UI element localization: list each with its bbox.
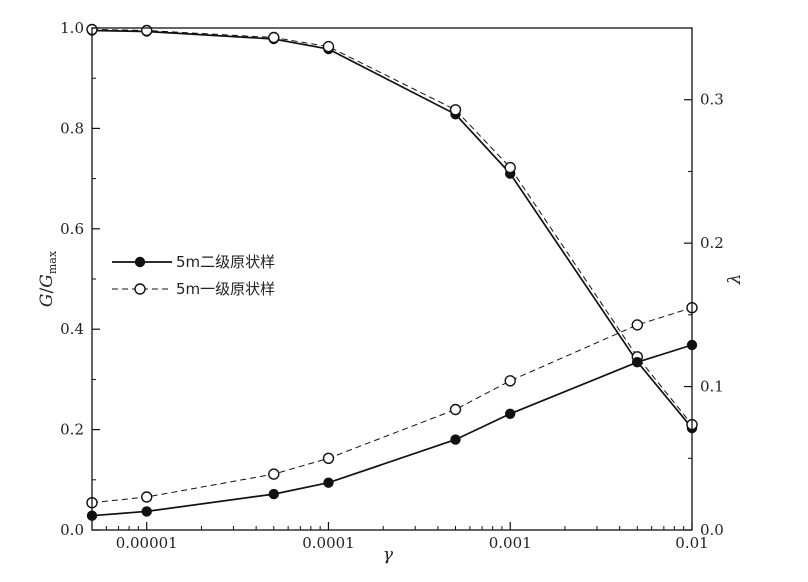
plot-frame [91, 27, 693, 531]
legend-marker [134, 283, 146, 295]
y-right-axis-label: λ [725, 274, 745, 286]
series-point-4 [631, 319, 643, 331]
y-right-tick-label: 0.1 [700, 378, 724, 396]
x-tick-label: 0.00001 [116, 534, 178, 552]
y-left-tick-label: 0.2 [60, 421, 84, 439]
series-line-1 [91, 29, 693, 429]
legend-label: 5m二级原状样 [176, 253, 275, 271]
x-tick-label: 0.001 [489, 534, 532, 552]
y-right-tick-label: 0.2 [700, 234, 724, 252]
series-point-3 [323, 477, 334, 488]
legend-label: 5m一级原状样 [176, 280, 275, 298]
y-left-tick-label: 0.6 [60, 220, 84, 238]
series-point-2 [449, 104, 462, 116]
series-point-4 [322, 452, 335, 464]
series-point-2 [140, 24, 153, 37]
series-point-3 [268, 488, 279, 500]
y-left-tick-label: 0.8 [60, 119, 84, 137]
y-right-tick-label: 0.3 [700, 91, 724, 109]
legend: 5m二级原状样 5m一级原状样 [112, 253, 275, 298]
x-tick-label: 0.0001 [302, 534, 355, 552]
series-point-4 [449, 403, 462, 416]
series-point-3 [141, 506, 152, 517]
x-tick-label: 0.01 [675, 534, 708, 552]
series-point-4 [140, 491, 153, 503]
y-left-axis-label: G/Gmax [37, 250, 59, 307]
y-left-tick-label: 0.4 [60, 320, 84, 338]
ticks-layer: 0.00001 0.0001 0.001 0.010.00.20.40.60.81.0… [60, 19, 724, 552]
y-left-tick-label: 0.0 [60, 521, 84, 539]
series-line-3 [91, 344, 693, 517]
series-point-2 [504, 161, 516, 174]
series-layer [86, 23, 698, 521]
series-point-2 [322, 40, 335, 53]
series-point-3 [450, 434, 461, 445]
x-axis-label: γ [383, 545, 394, 565]
series-line-4 [91, 307, 693, 504]
series-point-2 [268, 31, 280, 44]
series-point-4 [268, 468, 280, 480]
series-point-3 [632, 357, 643, 368]
y-left-tick-label: 1.0 [60, 19, 84, 37]
legend-marker [134, 256, 146, 268]
y-right-tick-label: 0.0 [700, 521, 724, 539]
series-line-2 [91, 29, 693, 425]
series-point-4 [504, 375, 516, 387]
series-point-3 [505, 408, 516, 419]
